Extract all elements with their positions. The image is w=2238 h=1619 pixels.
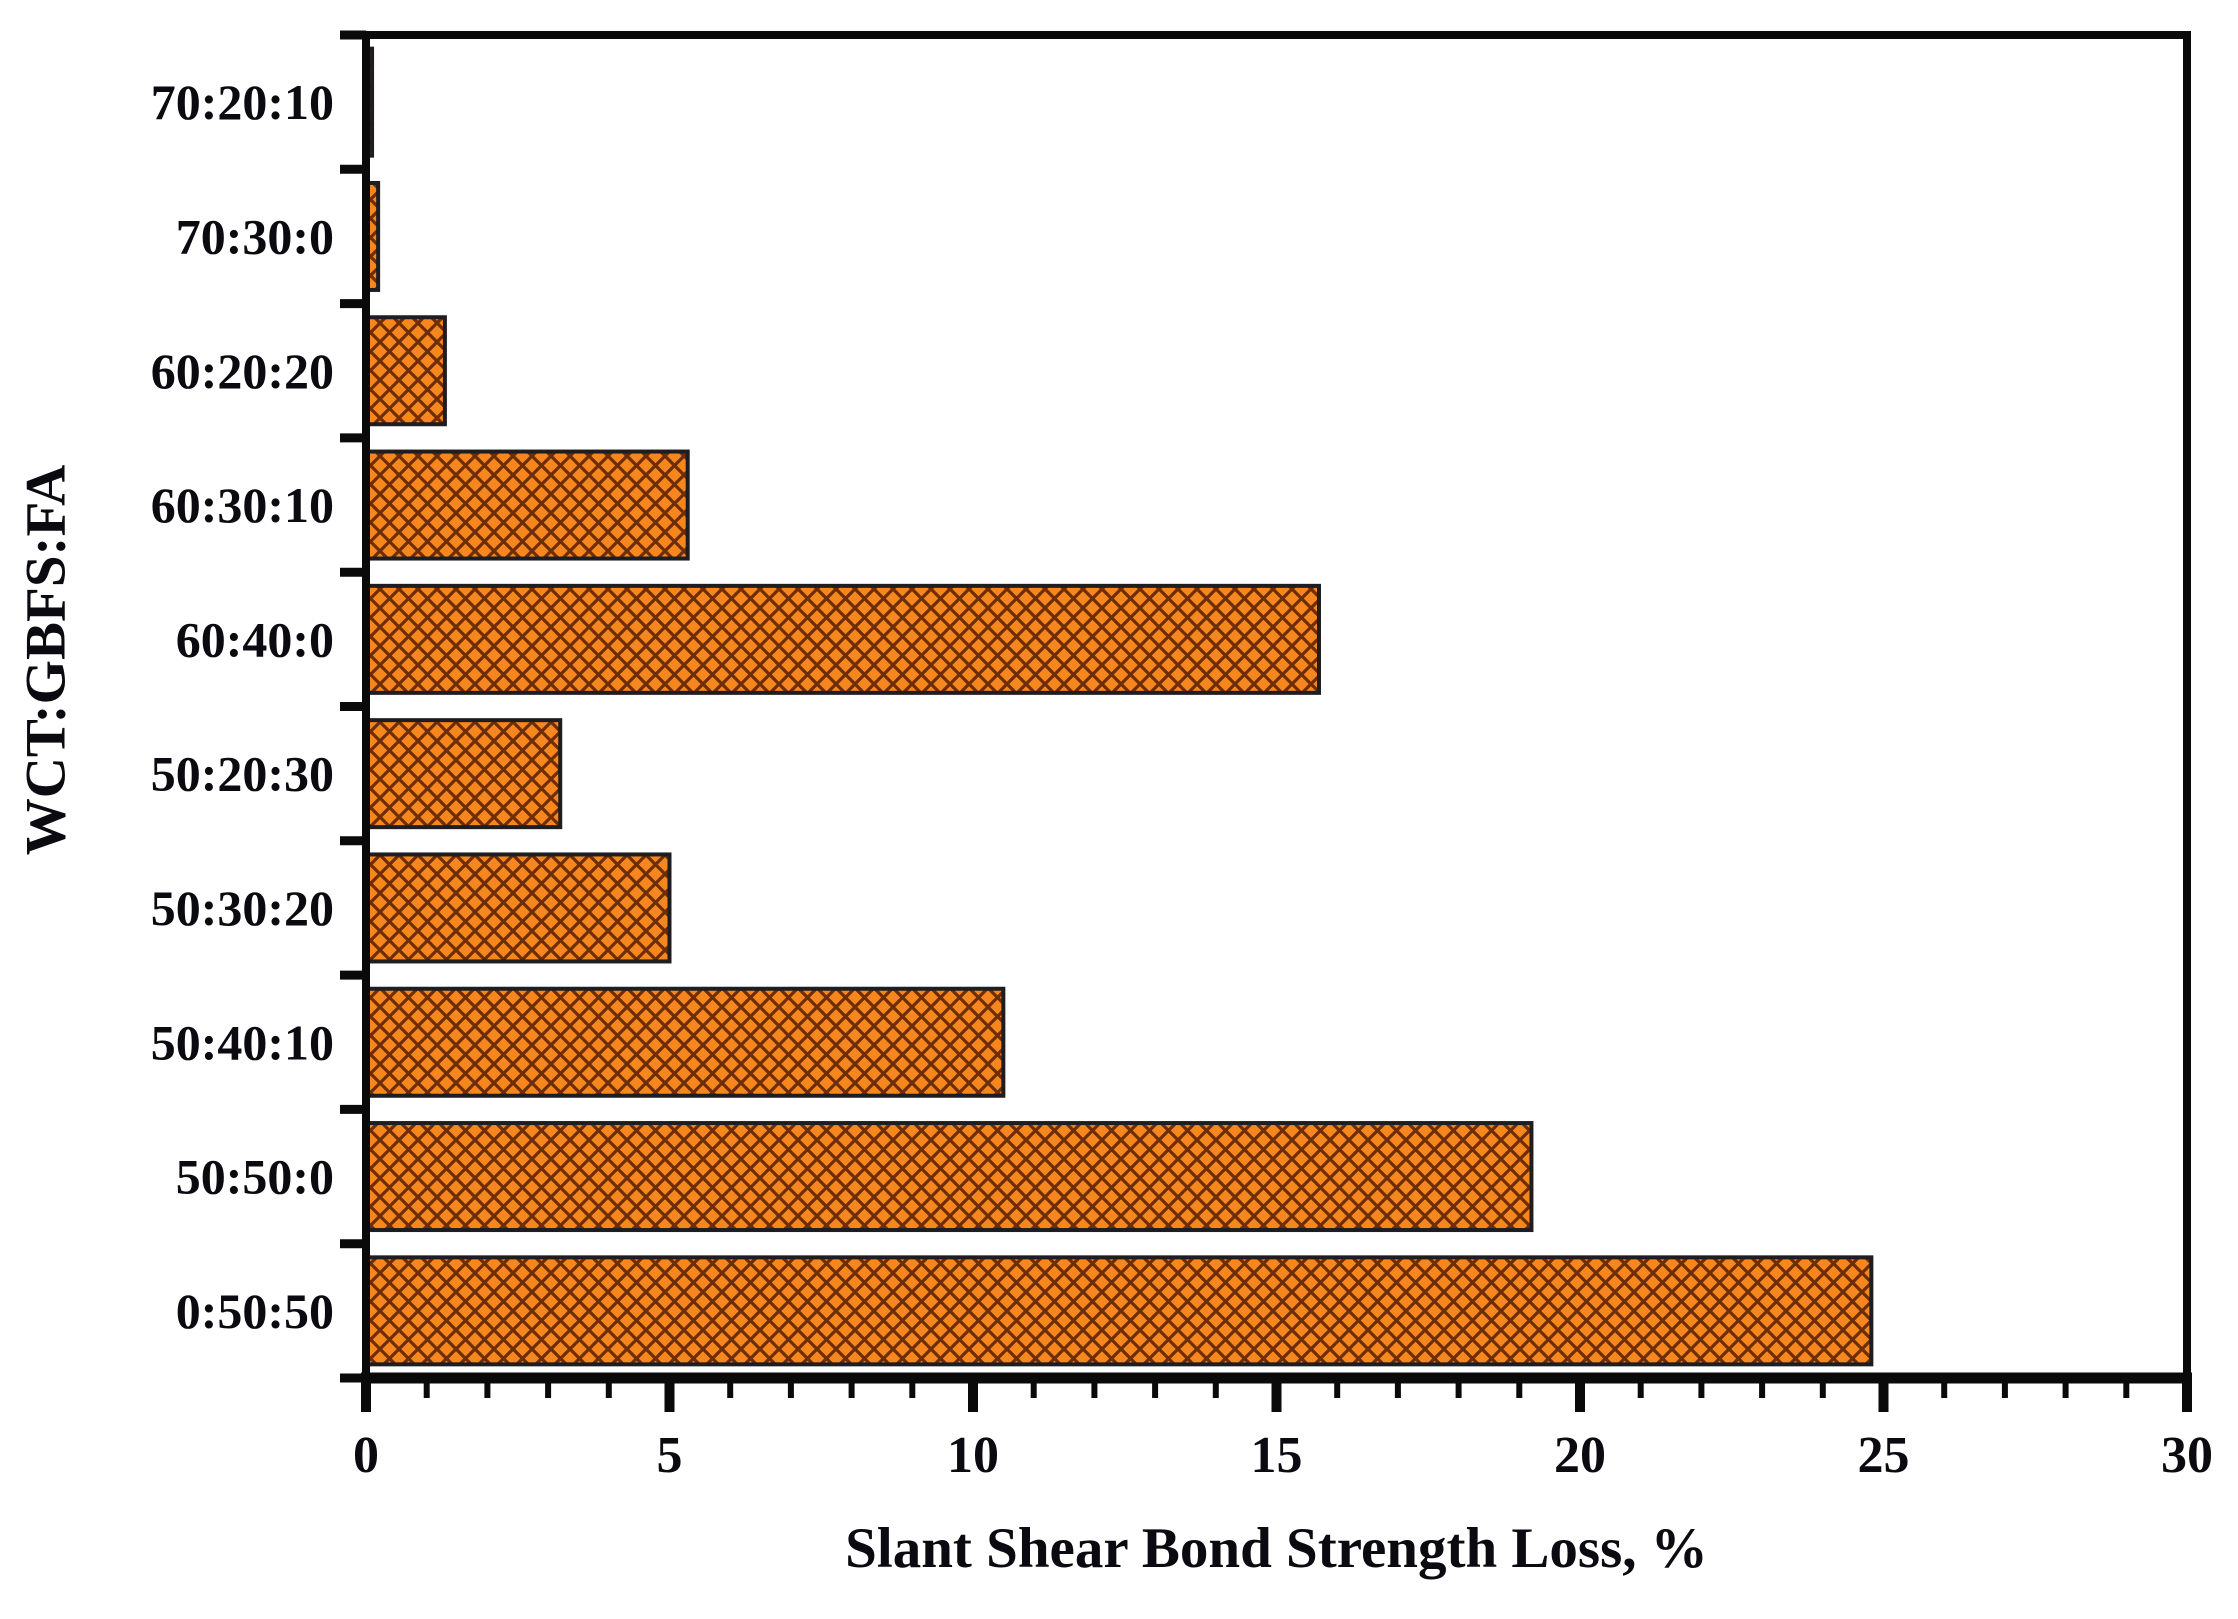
x-axis-title: Slant Shear Bond Strength Loss, %: [845, 1517, 1708, 1580]
y-axis-category-label: 60:30:10: [151, 477, 334, 533]
x-axis-tick-label: 30: [2161, 1427, 2213, 1484]
bar-60-20-20: [364, 315, 447, 427]
y-axis-category-label: 50:40:10: [151, 1014, 334, 1070]
y-axis-category-label: 70:30:0: [176, 208, 334, 264]
bar-50-30-20: [364, 852, 672, 964]
y-axis-category-label: 60:40:0: [176, 611, 334, 667]
y-axis-title: WCT:GBFS:FA: [14, 464, 78, 856]
bar-60-30-10: [364, 449, 690, 561]
bar-50-20-30: [364, 718, 563, 830]
x-axis-tick-label: 15: [1251, 1427, 1303, 1484]
y-axis-category-label: 60:20:20: [151, 343, 334, 399]
y-axis-category-label: 50:20:30: [151, 746, 334, 802]
x-axis-tick-label: 25: [1858, 1427, 1910, 1484]
x-axis-tick-label: 0: [353, 1427, 379, 1484]
x-axis-tick-label: 20: [1554, 1427, 1606, 1484]
y-axis-category-label: 50:30:20: [151, 880, 334, 936]
bar-0-50-50: [364, 1255, 1874, 1367]
y-axis-category-label: 50:50:0: [176, 1149, 334, 1205]
bar-60-40-0: [364, 583, 1321, 695]
x-axis-tick-label: 10: [947, 1427, 999, 1484]
x-axis-tick-label: 5: [657, 1427, 683, 1484]
bar-50-40-10: [364, 986, 1006, 1098]
bar-50-50-0: [364, 1121, 1534, 1233]
y-axis-category-label: 0:50:50: [176, 1283, 334, 1339]
y-axis-category-label: 70:20:10: [151, 74, 334, 130]
